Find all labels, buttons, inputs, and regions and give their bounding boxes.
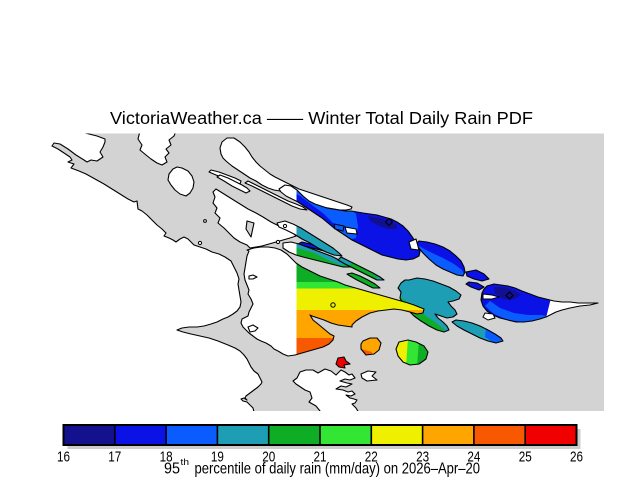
svg-text:19: 19 [211,449,224,466]
svg-text:18: 18 [160,449,173,466]
svg-text:23: 23 [416,449,429,466]
svg-text:25: 25 [519,449,532,466]
svg-text:16: 16 [57,449,70,466]
svg-text:17: 17 [108,449,121,466]
svg-text:th: th [181,457,190,468]
svg-text:95: 95 [164,461,180,478]
svg-text:22: 22 [365,449,378,466]
svg-text:percentile of daily rain (mm/d: percentile of daily rain (mm/day) on 202… [195,461,481,478]
svg-text:26: 26 [570,449,583,466]
svg-text:VictoriaWeather.ca —— Winter T: VictoriaWeather.ca —— Winter Total Daily… [110,108,533,128]
svg-text:24: 24 [467,449,480,466]
svg-text:20: 20 [262,449,275,466]
svg-text:21: 21 [314,449,327,466]
